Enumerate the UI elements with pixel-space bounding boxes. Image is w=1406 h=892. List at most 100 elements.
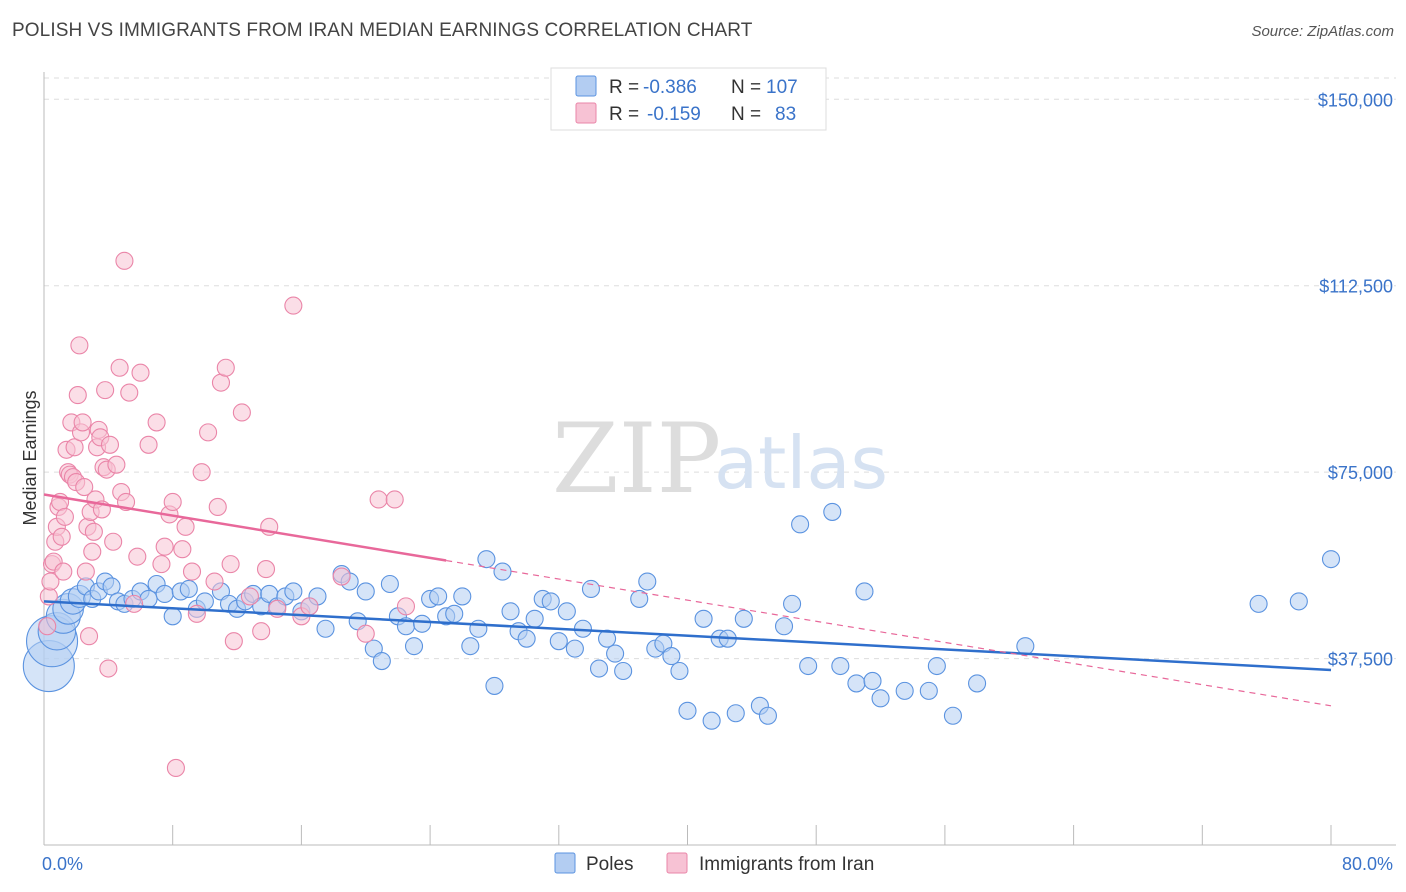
point-iran [356, 624, 375, 643]
point-poles [919, 681, 938, 700]
point-iran [125, 594, 144, 613]
point-iran [147, 413, 166, 432]
legend-n-value: 83 [775, 104, 796, 125]
point-poles [316, 619, 335, 638]
point-iran [256, 560, 276, 579]
y-tick-label: $75,000 [1328, 463, 1393, 483]
point-iran [83, 542, 102, 561]
point-poles [895, 681, 914, 700]
point-poles [774, 617, 794, 636]
point-iran [65, 438, 84, 457]
watermark-zip: ZIP [552, 403, 721, 515]
trend-line [43, 600, 1332, 672]
point-poles [429, 587, 448, 606]
point-iran [115, 251, 134, 270]
point-poles [565, 639, 584, 658]
point-poles [404, 637, 424, 656]
legend-label-poles: Poles [586, 854, 634, 875]
point-iran [240, 587, 259, 606]
point-iran [107, 455, 126, 474]
point-poles [670, 661, 689, 681]
series-legend: Poles Immigrants from Iran [554, 852, 874, 875]
point-iran [192, 463, 211, 482]
point-poles [453, 587, 472, 606]
point-poles [694, 609, 713, 628]
point-iran [221, 555, 240, 574]
point-iran [182, 562, 202, 581]
point-poles [541, 592, 560, 611]
point-poles [380, 574, 399, 594]
point-poles [831, 656, 850, 676]
point-poles [1249, 594, 1268, 613]
axis-layer: $37,500 $75,000 $112,500 $150,000 0.0% 80.0% [42, 72, 1396, 874]
legend-swatch-poles [554, 852, 576, 874]
point-iran [284, 296, 303, 315]
legend-r-value: -0.159 [647, 104, 701, 125]
point-poles [968, 674, 987, 693]
point-iran [385, 490, 404, 509]
point-poles [477, 550, 496, 569]
point-poles [614, 661, 633, 681]
point-iran [75, 478, 94, 497]
point-poles [493, 562, 512, 581]
point-poles [871, 689, 890, 708]
point-poles [662, 647, 681, 666]
watermark-atlas: atlas [714, 421, 888, 505]
point-iran [173, 540, 192, 559]
legend-n-value: 107 [766, 77, 798, 98]
point-poles [702, 711, 721, 730]
point-iran [54, 562, 73, 581]
point-poles [589, 659, 609, 678]
legend-r-value: -0.386 [643, 77, 697, 98]
legend-label-iran: Immigrants from Iran [699, 854, 874, 875]
point-poles [163, 607, 182, 626]
point-iran [396, 597, 416, 616]
point-poles [557, 602, 576, 621]
legend-swatch-iran [575, 102, 597, 124]
point-iran [68, 386, 87, 405]
chart-title: POLISH VS IMMIGRANTS FROM IRAN MEDIAN EA… [12, 20, 753, 41]
point-poles [1016, 637, 1035, 656]
point-iran [155, 537, 174, 556]
y-axis-title: Median Earnings [20, 390, 40, 525]
point-poles [863, 671, 882, 690]
point-poles [855, 582, 874, 601]
point-iran [38, 617, 57, 636]
point-iran [252, 622, 271, 641]
point-poles [461, 637, 480, 656]
point-poles [284, 582, 303, 601]
point-iran [128, 547, 147, 566]
point-poles [606, 644, 625, 663]
point-poles [638, 572, 657, 591]
x-tick-label: 80.0% [1342, 854, 1393, 874]
point-poles [469, 619, 488, 638]
point-poles [791, 515, 810, 534]
point-poles [630, 589, 649, 608]
chart-source: Source: ZipAtlas.com [1251, 23, 1394, 40]
point-poles [155, 584, 174, 603]
point-poles [1321, 550, 1341, 569]
point-iran [120, 383, 139, 402]
point-iran [76, 562, 95, 581]
point-poles [413, 614, 432, 633]
point-iran [369, 490, 388, 509]
point-poles [847, 674, 866, 693]
point-iran [100, 435, 120, 454]
point-iran [205, 572, 224, 591]
point-iran [73, 413, 92, 432]
point-poles [501, 602, 520, 621]
point-iran [84, 522, 103, 541]
point-iran [52, 527, 71, 546]
point-iran [216, 358, 235, 377]
legend-n-label: N = [731, 104, 761, 125]
point-poles [445, 604, 464, 623]
point-poles [549, 632, 568, 651]
legend-n-label: N = [731, 77, 761, 98]
point-poles [102, 577, 121, 596]
y-tick-label: $112,500 [1319, 277, 1393, 297]
point-poles [943, 706, 962, 725]
watermark: ZIP atlas [552, 403, 888, 515]
point-iran [96, 381, 115, 400]
point-poles [525, 609, 544, 628]
